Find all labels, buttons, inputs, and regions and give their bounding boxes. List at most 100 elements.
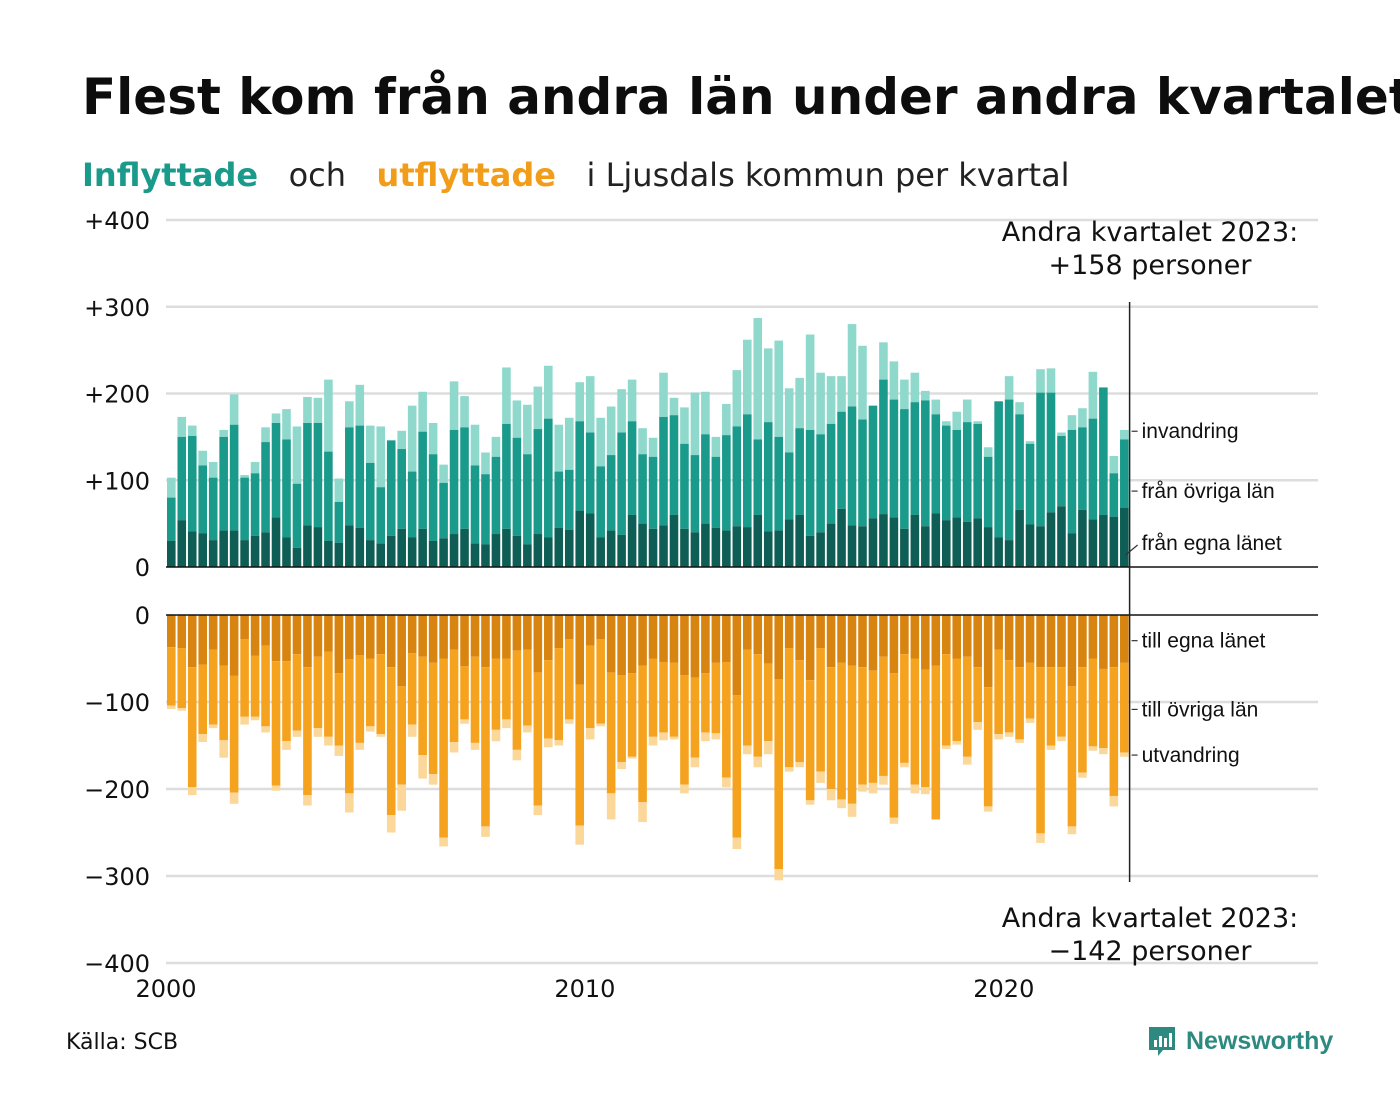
bar-inflow-immigration	[177, 416, 187, 437]
bar-inflow-other-county	[502, 423, 511, 529]
bar-outflow-other-county	[805, 680, 815, 801]
bar-outflow-own-county	[481, 615, 490, 668]
bar-outflow-other-county	[355, 655, 365, 743]
bar-inflow-own-county	[523, 544, 532, 567]
bar-inflow-own-county	[722, 530, 731, 567]
annotation-inflow-line1: Andra kvartalet 2023:	[1001, 217, 1299, 248]
bar-inflow-own-county	[910, 514, 920, 567]
bar-inflow-own-county	[512, 535, 522, 567]
bar-inflow-other-county	[261, 442, 270, 533]
bar-outflow-other-county	[763, 663, 773, 742]
bar-outflow-own-county	[763, 615, 773, 664]
x-tick-label: 2020	[973, 975, 1034, 1003]
bar-outflow-emigration	[1109, 795, 1119, 807]
bar-outflow-emigration	[994, 734, 1003, 740]
bar-inflow-immigration	[544, 365, 553, 419]
bar-inflow-other-county	[491, 456, 501, 535]
bar-inflow-other-county	[334, 501, 344, 543]
bar-inflow-own-county	[680, 528, 689, 567]
y-tick-label-top: +100	[84, 467, 150, 495]
bar-inflow-own-county	[386, 535, 396, 567]
bar-outflow-own-county	[177, 615, 187, 649]
bar-outflow-other-county	[879, 656, 888, 776]
bar-outflow-own-county	[386, 615, 396, 668]
bar-outflow-emigration	[1088, 746, 1098, 751]
bar-inflow-own-county	[900, 528, 909, 567]
bar-inflow-other-county	[1057, 436, 1066, 507]
bar-outflow-own-county	[334, 615, 344, 674]
bar-inflow-immigration	[1046, 368, 1056, 393]
y-tick-label-bottom: −400	[84, 950, 150, 978]
bar-inflow-own-county	[502, 528, 511, 567]
bar-inflow-own-county	[313, 527, 323, 567]
bar-outflow-other-county	[994, 649, 1003, 735]
bar-inflow-other-county	[481, 474, 490, 545]
bar-outflow-own-county	[962, 615, 972, 657]
bar-inflow-other-county	[1004, 399, 1014, 541]
bar-outflow-other-county	[753, 654, 763, 757]
bar-inflow-own-county	[271, 517, 281, 567]
bar-outflow-other-county	[470, 656, 480, 743]
bar-outflow-other-county	[502, 658, 511, 720]
bar-outflow-other-county	[617, 675, 626, 763]
bar-inflow-other-county	[795, 428, 804, 515]
bar-inflow-own-county	[481, 544, 490, 567]
bar-outflow-other-county	[1036, 667, 1045, 834]
bar-inflow-own-county	[250, 535, 260, 567]
bar-inflow-other-county	[167, 497, 176, 541]
bar-inflow-own-county	[167, 540, 176, 567]
bar-inflow-own-county	[1046, 512, 1056, 567]
bar-inflow-own-county	[533, 534, 543, 567]
bar-inflow-immigration	[847, 324, 857, 407]
bar-inflow-immigration	[282, 409, 291, 440]
bar-inflow-immigration	[523, 404, 532, 455]
bar-outflow-emigration	[386, 815, 396, 833]
bar-inflow-immigration	[428, 422, 438, 455]
bar-outflow-own-county	[732, 615, 742, 696]
bar-inflow-other-county	[1099, 387, 1108, 515]
bar-outflow-other-county	[1067, 686, 1077, 827]
page-title: Flest kom från andra län under andra kva…	[82, 68, 1400, 126]
bar-inflow-immigration	[418, 391, 427, 432]
outflow-bars	[167, 615, 1129, 881]
bar-inflow-other-county	[690, 455, 700, 533]
bar-inflow-other-county	[1120, 439, 1129, 509]
bar-outflow-emigration	[680, 784, 689, 794]
bar-outflow-emigration	[784, 767, 794, 772]
bar-inflow-own-county	[774, 530, 784, 567]
bar-inflow-own-county	[921, 526, 930, 567]
bar-inflow-immigration	[1109, 455, 1119, 474]
bar-inflow-own-county	[816, 532, 825, 567]
bar-outflow-other-county	[900, 654, 909, 763]
bar-inflow-immigration	[931, 399, 941, 415]
bar-outflow-own-county	[879, 615, 888, 657]
bar-outflow-other-county	[1025, 662, 1035, 719]
subtitle-rest: i Ljusdals kommun per kvartal	[586, 156, 1070, 194]
bar-outflow-emigration	[648, 736, 658, 746]
bar-outflow-emigration	[1036, 833, 1045, 843]
bar-inflow-other-county	[743, 414, 752, 528]
bar-inflow-immigration	[753, 318, 763, 440]
bar-inflow-immigration	[292, 426, 302, 484]
bar-outflow-own-county	[303, 615, 312, 668]
bar-inflow-own-county	[973, 518, 982, 567]
bar-inflow-immigration	[564, 417, 574, 470]
bar-outflow-emigration	[910, 784, 920, 794]
bar-outflow-emigration	[292, 730, 302, 737]
bar-inflow-own-county	[795, 514, 804, 567]
bar-outflow-emigration	[365, 726, 375, 732]
bar-outflow-other-county	[240, 639, 249, 717]
bar-inflow-immigration	[617, 389, 626, 433]
bar-inflow-other-county	[1109, 473, 1119, 517]
bar-inflow-other-county	[784, 452, 794, 520]
bar-inflow-own-county	[962, 521, 972, 567]
bar-outflow-other-county	[774, 679, 784, 870]
bar-outflow-emigration	[1046, 745, 1056, 750]
y-tick-label-bottom: −100	[84, 689, 150, 717]
bar-outflow-other-county	[910, 658, 920, 785]
bar-outflow-other-county	[931, 665, 941, 820]
bar-outflow-other-county	[638, 665, 647, 803]
bar-inflow-other-county	[952, 429, 962, 518]
bar-outflow-own-county	[250, 615, 260, 656]
